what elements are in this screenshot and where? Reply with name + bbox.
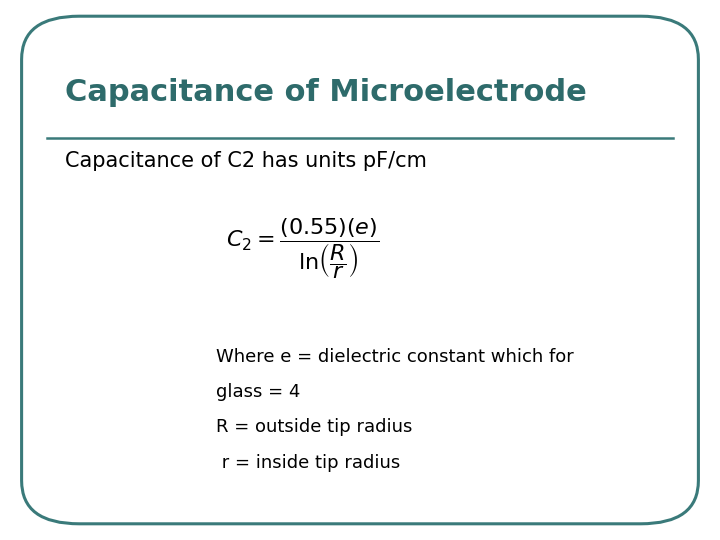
FancyBboxPatch shape [22,16,698,524]
Text: Capacitance of Microelectrode: Capacitance of Microelectrode [65,78,587,107]
Text: Where e = dielectric constant which for: Where e = dielectric constant which for [216,348,574,366]
Text: r = inside tip radius: r = inside tip radius [216,454,400,471]
Text: Capacitance of C2 has units pF/cm: Capacitance of C2 has units pF/cm [65,151,427,171]
Text: $C_2 = \dfrac{(0.55)(e)}{\ln\!\left(\dfrac{R}{r}\right)}$: $C_2 = \dfrac{(0.55)(e)}{\ln\!\left(\dfr… [226,216,379,281]
Text: glass = 4: glass = 4 [216,383,300,401]
Text: R = outside tip radius: R = outside tip radius [216,418,413,436]
